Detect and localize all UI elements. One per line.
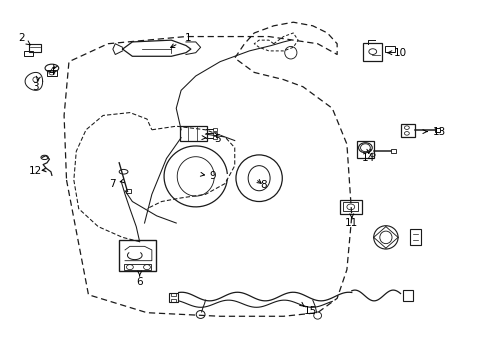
Bar [123, 264, 150, 270]
Text: 1: 1 [185, 33, 191, 43]
Bar [362, 42, 382, 60]
Bar [169, 293, 178, 302]
Bar [409, 229, 420, 246]
Bar [46, 69, 57, 76]
Bar [212, 136, 216, 139]
Bar [171, 293, 176, 296]
Bar [119, 240, 155, 271]
Text: 15: 15 [303, 306, 316, 316]
Bar [180, 126, 206, 140]
Bar [402, 290, 412, 301]
Bar [343, 202, 357, 211]
Text: 9: 9 [209, 171, 216, 181]
Text: 13: 13 [432, 127, 445, 136]
Bar [212, 128, 216, 131]
Bar [24, 51, 33, 56]
Text: 2: 2 [18, 33, 24, 43]
Bar [339, 200, 361, 214]
Text: 8: 8 [260, 180, 267, 190]
Bar [212, 132, 216, 135]
Text: 14: 14 [362, 153, 375, 163]
Text: 7: 7 [109, 179, 116, 189]
Bar [390, 149, 395, 153]
Text: 11: 11 [345, 218, 358, 228]
Bar [171, 299, 176, 302]
Bar [434, 128, 439, 132]
Text: 5: 5 [214, 134, 221, 144]
Bar [125, 189, 131, 193]
Bar [400, 124, 414, 137]
Bar [356, 141, 373, 158]
Text: 6: 6 [136, 277, 142, 287]
Bar [384, 45, 394, 52]
Text: 12: 12 [29, 166, 42, 176]
Bar [29, 44, 41, 51]
Text: 3: 3 [32, 82, 39, 93]
Text: 10: 10 [393, 48, 407, 58]
Text: 4: 4 [48, 67, 55, 77]
